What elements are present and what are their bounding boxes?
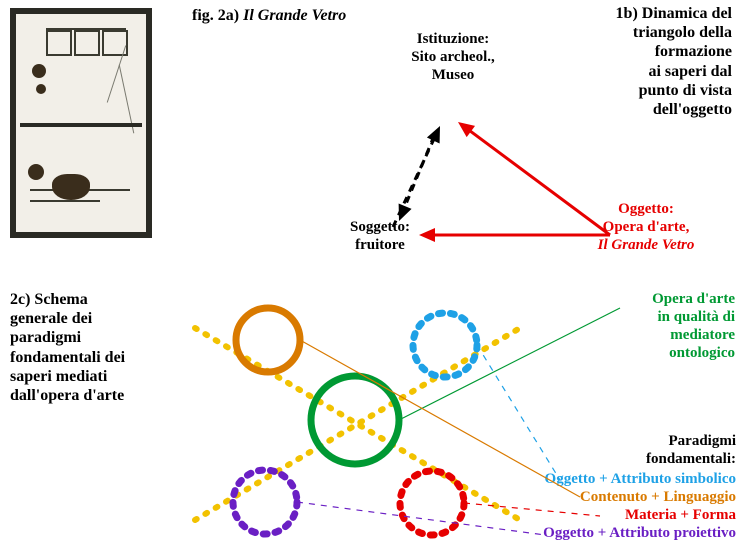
diagram-svg <box>0 0 744 553</box>
